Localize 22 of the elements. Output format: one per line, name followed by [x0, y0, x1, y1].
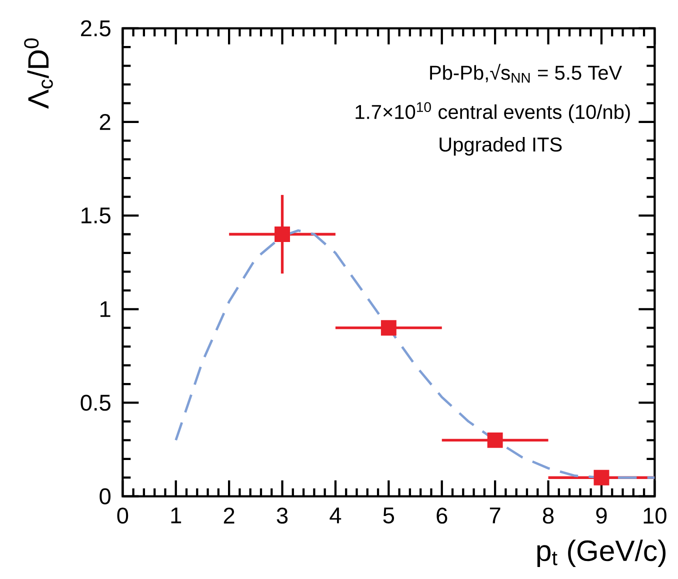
annotation: Pb-Pb,√s$_{NN}$ = 5.5 TeV	[430, 64, 622, 83]
annotation: 1.7×10$^{10}$ central events (10/nb)	[356, 102, 630, 124]
y-axis-title: Λ$_{c}$/D$^{0}$	[24, 38, 53, 109]
x-tick-label: 6	[436, 508, 448, 524]
x-tick-label: 8	[542, 508, 554, 524]
x-axis-title: p$_{t}$ (GeV/c)	[537, 540, 666, 567]
y-tick-label: 1	[100, 301, 110, 317]
x-tick-label: 2	[224, 508, 234, 524]
y-tick-label: 2.5	[81, 20, 110, 36]
x-tick-label: 3	[276, 508, 288, 524]
x-tick-label: 4	[330, 508, 342, 524]
y-tick-label: 0	[100, 488, 111, 504]
y-tick-label: 1.5	[82, 208, 110, 224]
x-tick-label: 1	[171, 508, 182, 524]
y-tick-label: 0.5	[80, 394, 110, 411]
y-tick-label: 2	[100, 114, 110, 130]
annotation: Upgraded ITS	[440, 136, 562, 156]
x-tick-label: 10	[644, 508, 666, 524]
x-tick-label: 5	[383, 508, 394, 524]
x-tick-label: 7	[490, 508, 500, 524]
x-tick-label: 0	[117, 508, 128, 524]
x-tick-label: 9	[596, 508, 607, 524]
